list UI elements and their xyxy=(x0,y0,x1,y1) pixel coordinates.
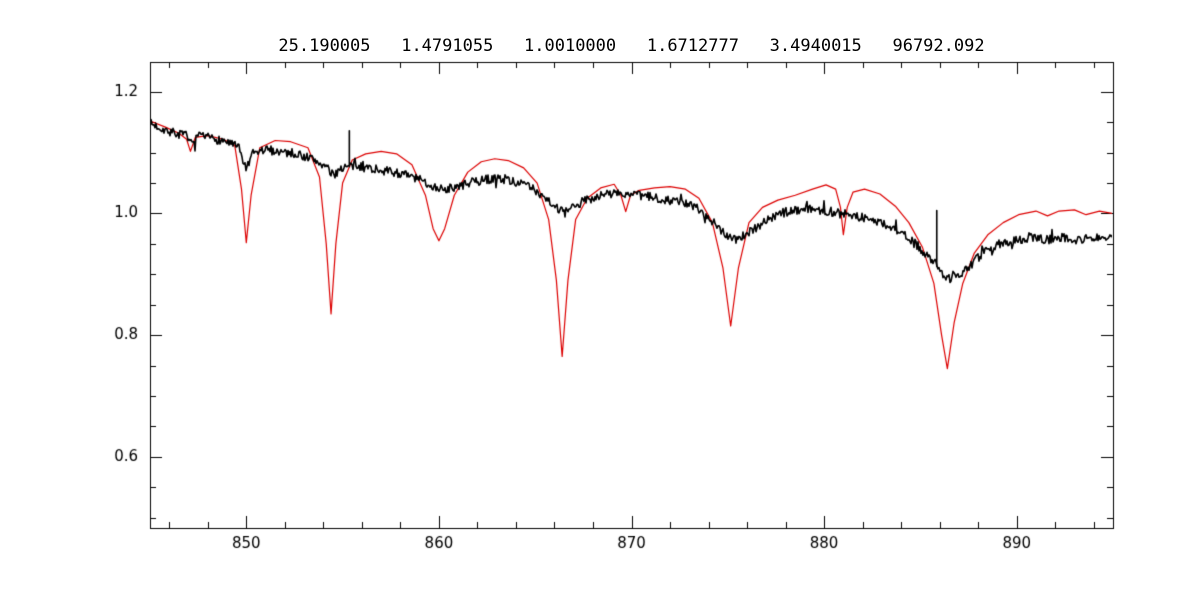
plot-title-parameters: 25.190005 1.4791055 1.0010000 1.6712777 … xyxy=(278,36,985,56)
